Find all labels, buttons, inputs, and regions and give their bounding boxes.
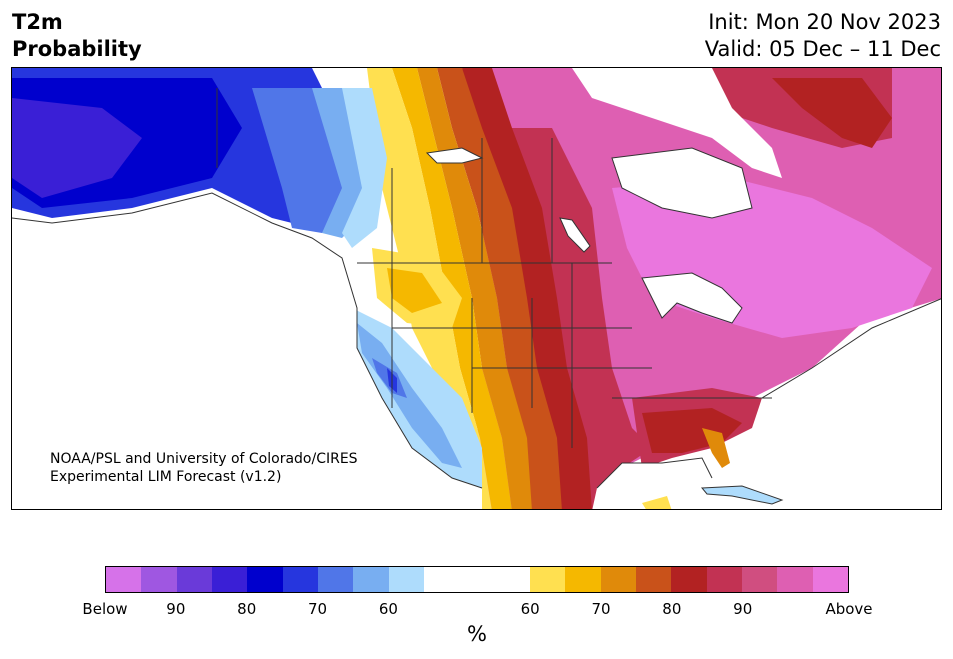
- boundary-lines: [12, 88, 941, 489]
- map-canvas: [12, 68, 941, 509]
- title-line-1: T2m: [12, 10, 63, 34]
- colorbar-above-segment: [671, 567, 707, 592]
- colorbar-above-segment: [529, 567, 566, 592]
- gulf-of-mexico: [592, 458, 712, 509]
- band-above-50: [417, 68, 532, 509]
- colorbar-above-segment: [706, 567, 742, 592]
- colorbar-above-segment: [741, 567, 778, 592]
- band-above-60: [437, 68, 562, 509]
- valid-range: Valid: 05 Dec – 11 Dec: [704, 37, 941, 61]
- colorbar-below-segment: [388, 567, 424, 592]
- colorbar-tick-label: Above: [825, 600, 873, 618]
- probability-colorbar: [105, 566, 849, 593]
- credit-line-2: Experimental LIM Forecast (v1.2): [50, 469, 282, 485]
- region-above-70-ne: [772, 78, 892, 148]
- colorbar-tick-label: 70: [308, 600, 328, 618]
- blob-above-interior-core: [387, 268, 442, 313]
- colorbar-tick-label: 60: [378, 600, 398, 618]
- map-credit: NOAA/PSL and University of Colorado/CIRE…: [50, 450, 358, 486]
- region-below-west-coast-mid: [357, 323, 462, 468]
- pacific-ocean: [12, 193, 482, 509]
- colorbar-tick-label: Below: [82, 600, 128, 618]
- colorbar-below-segment: [282, 567, 318, 592]
- region-below-40-bc: [342, 88, 387, 248]
- great-slave-lake: [427, 148, 482, 163]
- colorbar-below-segment: [141, 567, 177, 592]
- colorbar-tick-label: 80: [662, 600, 682, 618]
- colorbar-tick-label: 90: [733, 600, 753, 618]
- region-above-60-florida: [702, 428, 730, 468]
- colorbar-above-segment: [635, 567, 672, 592]
- title-line-2: Probability: [12, 37, 142, 61]
- yucatan: [642, 496, 672, 509]
- colorbar-below-segment: [247, 567, 283, 592]
- cuba: [700, 485, 784, 505]
- colorbar-below-segment: [176, 567, 212, 592]
- colorbar-unit: %: [467, 622, 487, 646]
- colorbar-tick-label: 80: [237, 600, 257, 618]
- init-date: Init: Mon 20 Nov 2023: [708, 10, 941, 34]
- forecast-dates: Init: Mon 20 Nov 2023 Valid: 05 Dec – 11…: [705, 9, 941, 63]
- colorbar-below-segment: [353, 567, 389, 592]
- colorbar-tick-label: 60: [520, 600, 540, 618]
- lake-winnipeg: [560, 218, 590, 252]
- colorbar-above-segment: [565, 567, 601, 592]
- colorbar-above-segment: [812, 567, 848, 592]
- probability-map: NOAA/PSL and University of Colorado/CIRE…: [11, 67, 942, 510]
- colorbar-below-segment: [211, 567, 248, 592]
- map-title: T2m Probability: [12, 9, 142, 63]
- colorbar-below-segment: [317, 567, 354, 592]
- colorbar-tick-label: 70: [591, 600, 611, 618]
- colorbar-below-segment: [106, 567, 142, 592]
- colorbar-above-segment: [600, 567, 636, 592]
- colorbar-above-segment: [777, 567, 813, 592]
- credit-line-1: NOAA/PSL and University of Colorado/CIRE…: [50, 451, 358, 467]
- colorbar-tick-label: 90: [166, 600, 186, 618]
- region-below-90-alaska: [12, 98, 142, 198]
- colorbar-neutral-segment: [423, 567, 530, 592]
- arctic-water: [572, 68, 782, 178]
- atlantic-ocean: [732, 298, 941, 509]
